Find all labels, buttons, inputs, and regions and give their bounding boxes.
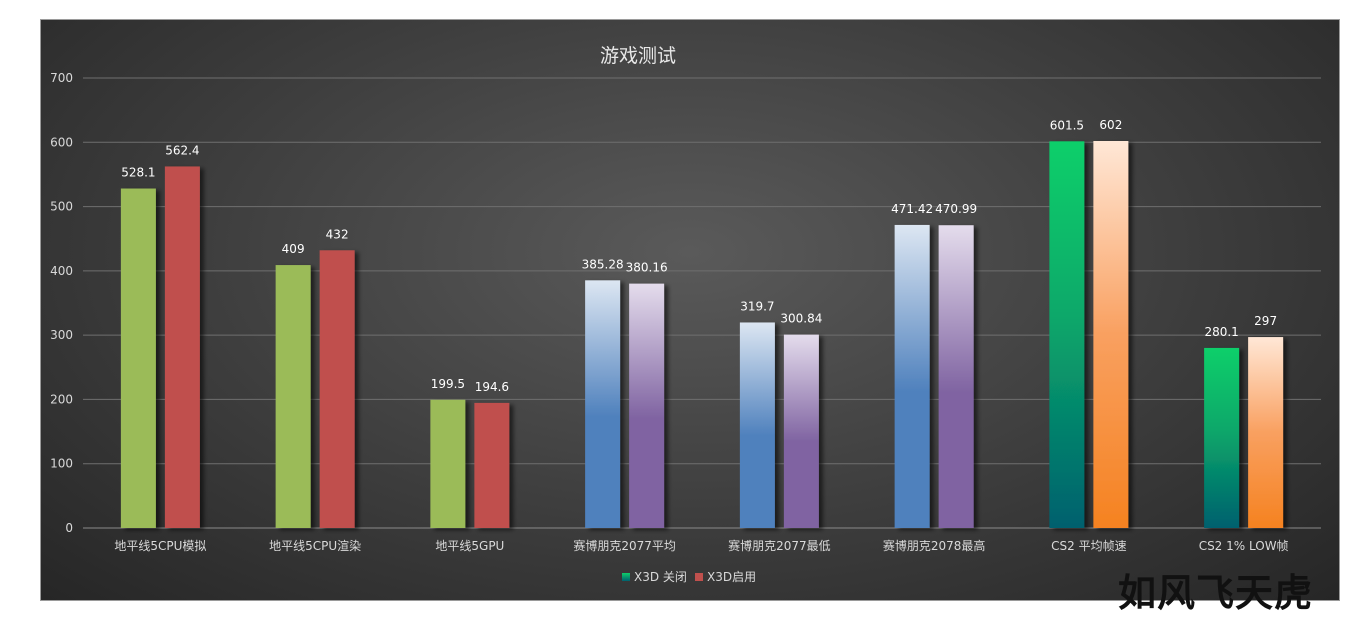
data-label: 297 xyxy=(1254,314,1277,328)
x-category-label: CS2 1% LOW帧 xyxy=(1199,539,1289,553)
chart-area: 游戏测试 0 100 200 300 400 500 600 700 528.1 562.4 40… xyxy=(40,19,1340,601)
y-tick-label: 100 xyxy=(50,457,73,471)
x-category-label: 赛博朋克2077最低 xyxy=(728,538,831,553)
x-category-label: CS2 平均帧速 xyxy=(1051,539,1126,553)
bar-x3d-on xyxy=(938,225,974,529)
bar-x3d-on xyxy=(474,402,510,528)
y-tick-label: 400 xyxy=(50,264,73,278)
data-labels: 528.1 562.4 409 432 199.5 194.6 385.28 380.16 31… xyxy=(121,118,1277,394)
bars xyxy=(120,141,1284,529)
data-label: 562.4 xyxy=(165,143,199,157)
data-label: 409 xyxy=(282,242,305,256)
legend-swatch-x3d-on xyxy=(695,573,703,581)
data-label: 194.6 xyxy=(475,380,509,394)
x-category-label: 地平线5CPU渲染 xyxy=(269,538,361,553)
y-tick-label: 300 xyxy=(50,328,73,342)
bar-x3d-off xyxy=(430,399,466,528)
x-category-label: 地平线5CPU模拟 xyxy=(114,539,206,553)
bar-x3d-on xyxy=(164,166,200,528)
y-tick-label: 700 xyxy=(50,71,73,85)
bar-x3d-off xyxy=(894,224,930,529)
data-label: 471.42 xyxy=(891,202,933,216)
data-label: 280.1 xyxy=(1204,325,1238,339)
bar-x3d-on xyxy=(319,250,355,529)
bar-chart: 游戏测试 0 100 200 300 400 500 600 700 528.1 562.4 40… xyxy=(50,45,1321,584)
data-label: 601.5 xyxy=(1050,118,1084,132)
y-tick-label: 600 xyxy=(50,135,73,149)
bar-x3d-off xyxy=(275,265,311,528)
legend: X3D 关闭 X3D启用 xyxy=(622,570,756,584)
bar-x3d-off xyxy=(120,188,156,528)
legend-label-x3d-on: X3D启用 xyxy=(707,570,756,584)
y-tick-label: 0 xyxy=(65,521,73,535)
data-label: 528.1 xyxy=(121,166,155,180)
data-label: 380.16 xyxy=(626,261,668,275)
bar-x3d-on xyxy=(783,334,819,528)
bar-x3d-on xyxy=(1248,337,1284,528)
x-category-label: 赛博朋克2077平均 xyxy=(573,538,676,553)
chart-title: 游戏测试 xyxy=(600,45,676,67)
gridlines xyxy=(83,77,1321,529)
x-axis-labels: 地平线5CPU模拟 地平线5CPU渲染 地平线5GPU 赛博朋克2077平均 赛博朋克2… xyxy=(114,538,1288,553)
bar-x3d-off xyxy=(585,280,621,528)
legend-swatch-x3d-off xyxy=(622,573,630,581)
legend-label-x3d-off: X3D 关闭 xyxy=(634,570,687,584)
data-label: 300.84 xyxy=(780,312,822,326)
watermark-text: 如风飞天虎 xyxy=(1118,571,1314,615)
bar-x3d-off xyxy=(1049,141,1085,529)
data-label: 470.99 xyxy=(935,202,977,216)
data-label: 602 xyxy=(1099,118,1122,132)
y-axis-ticks: 0 100 200 300 400 500 600 700 xyxy=(50,71,73,535)
bar-x3d-on xyxy=(629,283,665,528)
data-label: 319.7 xyxy=(740,299,774,313)
x-category-label: 地平线5GPU xyxy=(435,539,504,553)
y-tick-label: 500 xyxy=(50,200,73,214)
y-tick-label: 200 xyxy=(50,392,73,406)
bar-x3d-off xyxy=(1204,347,1240,528)
data-label: 199.5 xyxy=(431,377,465,391)
data-label: 385.28 xyxy=(582,257,624,271)
x-category-label: 赛博朋克2078最高 xyxy=(883,538,986,553)
data-label: 432 xyxy=(326,227,349,241)
bar-x3d-off xyxy=(739,322,775,528)
bar-x3d-on xyxy=(1093,141,1129,528)
